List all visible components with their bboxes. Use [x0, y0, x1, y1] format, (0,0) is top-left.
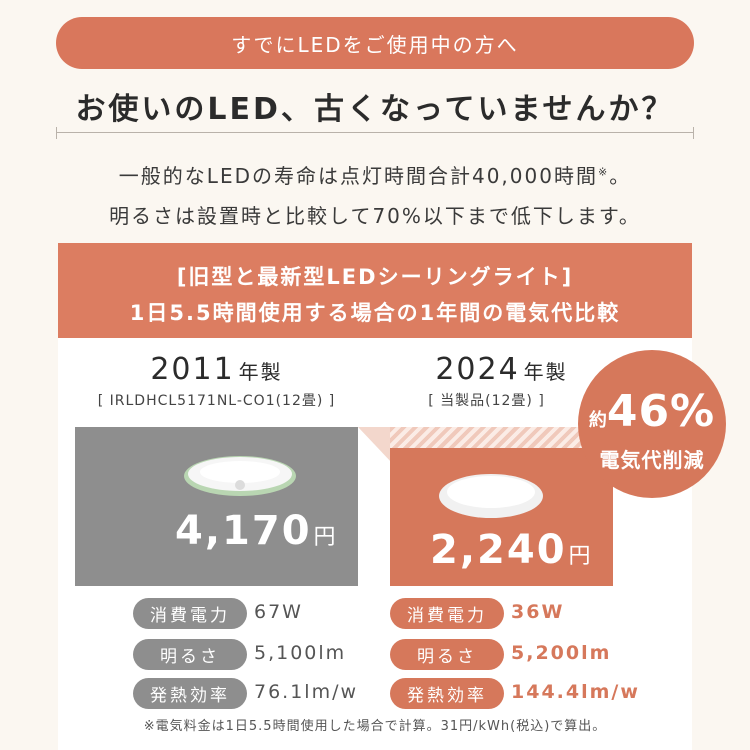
old-model: [ IRLDHCL5171NL-CO1(12畳) ] — [97, 393, 336, 409]
new-price-value: 2,240 — [430, 527, 567, 573]
footnote-mark: ※ — [597, 165, 610, 179]
old-ceiling-light-image — [184, 456, 296, 496]
comparison-header: [旧型と最新型LEDシーリングライト] 1日5.5時間使用する場合の1年間の電気… — [58, 243, 692, 338]
new-model: [ 当製品(12畳) ] — [428, 393, 545, 409]
savings-percent-value: 46% — [606, 386, 716, 437]
description-text-1: 一般的なLEDの寿命は点灯時間合計40,000時間 — [118, 164, 598, 188]
new-year-suffix: 年製 — [523, 360, 568, 384]
new-price-unit: 円 — [568, 544, 593, 569]
old-spec-label-brightness: 明るさ — [133, 639, 247, 670]
old-price-unit: 円 — [313, 525, 338, 550]
new-spec-label-brightness: 明るさ — [390, 639, 504, 670]
old-year: 2011 年製 — [75, 352, 358, 387]
old-year-suffix: 年製 — [238, 360, 283, 384]
new-spec-value-efficiency: 144.4lm/w — [511, 681, 640, 703]
new-spec-value-power: 36W — [511, 601, 565, 623]
comparison-subtitle: 1日5.5時間使用する場合の1年間の電気代比較 — [129, 301, 621, 325]
new-year-number: 2024 — [435, 352, 520, 387]
old-spec-value-efficiency: 76.1lm/w — [254, 681, 359, 703]
new-spec-label-power: 消費電力 — [390, 598, 504, 629]
comparison-title: [旧型と最新型LEDシーリングライト] — [176, 265, 574, 289]
savings-prefix: 約 — [588, 410, 607, 431]
old-price-value: 4,170 — [175, 508, 312, 554]
old-price: 4,170円 — [175, 508, 338, 554]
old-year-number: 2011 — [150, 352, 235, 387]
new-year: 2024 年製 — [390, 352, 613, 387]
savings-badge: 約46% 電気代削減 — [578, 350, 726, 498]
savings-text: 電気代削減 — [599, 448, 705, 472]
headline: お使いのLED、古くなっていませんか？ — [75, 92, 675, 127]
savings-percent: 約46% — [578, 386, 726, 437]
old-spec-value-brightness: 5,100lm — [254, 642, 347, 664]
header-banner: すでにLEDをご使用中の方へ — [56, 17, 694, 69]
description-period: 。 — [609, 164, 632, 188]
old-spec-label-efficiency: 発熱効率 — [133, 678, 247, 709]
description-line-1: 一般的なLEDの寿命は点灯時間合計40,000時間※。 — [0, 160, 750, 189]
new-ceiling-light-image — [439, 474, 543, 518]
new-spec-label-efficiency: 発熱効率 — [390, 678, 504, 709]
old-product-box — [75, 427, 358, 586]
new-price: 2,240円 — [430, 527, 593, 573]
new-spec-value-brightness: 5,200lm — [511, 642, 612, 664]
old-spec-value-power: 67W — [254, 601, 303, 623]
new-product-stripe — [390, 427, 613, 448]
description-line-2: 明るさは設置時と比較して70%以下まで低下します。 — [109, 204, 641, 228]
connector-arrow — [358, 427, 392, 463]
headline-divider — [56, 127, 694, 139]
footnote: ※電気料金は1日5.5時間使用した場合で計算。31円/kWh(税込)で算出。 — [143, 719, 607, 734]
old-spec-label-power: 消費電力 — [133, 598, 247, 629]
